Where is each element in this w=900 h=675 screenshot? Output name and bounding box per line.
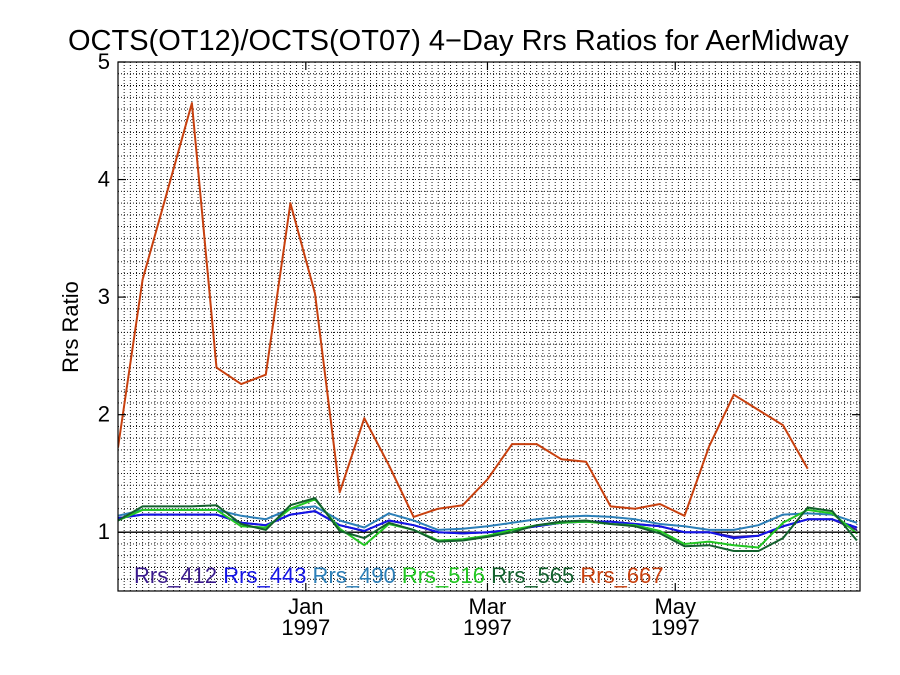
y-axis-label: Rrs Ratio (58, 281, 83, 373)
legend-item-rrs-412: Rrs_412 (134, 563, 217, 588)
series-line-rrs-490 (118, 505, 858, 531)
series-line-rrs-667 (118, 102, 809, 518)
x-tick-label-month: Jan (288, 594, 323, 619)
series-line-rrs-516 (118, 498, 858, 549)
series-lines (118, 102, 858, 552)
y-tick-label: 4 (98, 167, 110, 192)
x-tick-label-month: May (654, 594, 696, 619)
x-tick-label-year: 1997 (651, 615, 700, 640)
x-tick-label-year: 1997 (281, 615, 330, 640)
legend-item-rrs-516: Rrs_516 (396, 563, 485, 588)
y-tick-label: 3 (98, 284, 110, 309)
legend-entries: Rrs_412 Rrs_443 Rrs_490 Rrs_516 Rrs_565 … (134, 563, 664, 588)
legend-item-rrs-490: Rrs_490 (306, 563, 395, 588)
plot-area (118, 62, 860, 591)
legend-item-rrs-565: Rrs_565 (485, 563, 574, 588)
series-line-rrs-565 (118, 497, 858, 552)
legend-item-rrs-443: Rrs_443 (217, 563, 306, 588)
plot-frame (117, 61, 861, 592)
legend-item-rrs-667: Rrs_667 (574, 563, 663, 588)
x-tick-label-year: 1997 (463, 615, 512, 640)
y-tick-label: 2 (98, 402, 110, 427)
y-tick-label: 1 (98, 519, 110, 544)
gridlines (118, 62, 860, 591)
legend: Rrs_412 Rrs_443 Rrs_490 Rrs_516 Rrs_565 … (134, 563, 664, 588)
y-axis: 1 2 3 4 5 (98, 49, 860, 544)
chart-title: OCTS(OT12)/OCTS(OT07) 4−Day Rrs Ratios f… (68, 25, 849, 57)
y-tick-label: 5 (98, 49, 110, 74)
x-tick-label-month: Mar (469, 594, 507, 619)
